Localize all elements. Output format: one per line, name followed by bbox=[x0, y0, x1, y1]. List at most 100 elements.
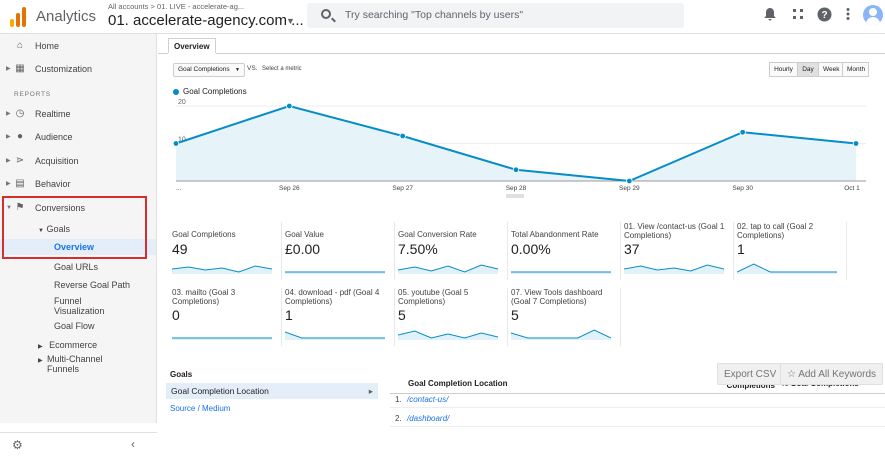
scorecard-label: Total Abandonment Rate bbox=[511, 230, 599, 239]
sidebar-item-goal-urls[interactable]: Goal URLs bbox=[54, 262, 99, 272]
more-vert-icon[interactable] bbox=[840, 7, 856, 23]
data-point[interactable] bbox=[626, 177, 633, 185]
sidebar-item-behavior[interactable]: ▶ ▤ Behavior bbox=[0, 174, 157, 194]
scorecard-tile[interactable]: 05. youtube (Goal 5 Completions) 5 bbox=[398, 288, 508, 346]
data-point[interactable] bbox=[739, 129, 746, 136]
add-keywords-button[interactable]: ☆ Add All Keywords bbox=[780, 363, 884, 385]
granularity-day-button[interactable]: Day bbox=[797, 62, 819, 77]
collapse-sidebar-icon[interactable]: ‹ bbox=[131, 437, 135, 451]
sidebar-item-ecommerce[interactable]: ▶ Ecommerce bbox=[38, 340, 98, 350]
sparkline bbox=[511, 271, 611, 274]
sidebar-item-customization[interactable]: ▶ ▦ Customization bbox=[0, 59, 157, 79]
dashboard-icon: ▦ bbox=[15, 63, 25, 74]
sidebar-item-acquisition[interactable]: ▶ ⋗ Acquisition bbox=[0, 151, 157, 171]
table-row: 1. /contact-us/ bbox=[390, 392, 885, 408]
granularity-month-button[interactable]: Month bbox=[842, 62, 869, 77]
chart-area bbox=[176, 106, 856, 181]
scorecard-tile[interactable]: Total Abandonment Rate 0.00% bbox=[511, 222, 621, 280]
scorecard-label: Goal Value bbox=[285, 230, 324, 239]
search-placeholder: Try searching "Top channels by users" bbox=[345, 9, 524, 21]
line-chart: 20 10... Sep 26 Sep 27 Sep 28 Sep 29 Sep 30 Oct… bbox=[172, 99, 866, 198]
scorecard-value: 0 bbox=[172, 307, 180, 323]
metric-dropdown-value: Goal Completions bbox=[178, 66, 230, 73]
scorecard-value: 49 bbox=[172, 241, 188, 257]
chart-resize-handle[interactable] bbox=[506, 194, 524, 198]
reports-section-label: REPORTS bbox=[14, 91, 51, 98]
scorecard-tile[interactable]: Goal Conversion Rate 7.50% bbox=[398, 222, 508, 280]
sparkline bbox=[285, 271, 385, 274]
data-point[interactable] bbox=[286, 102, 293, 110]
chevron-right-icon: ▶ bbox=[6, 134, 11, 140]
granularity-hourly-button[interactable]: Hourly bbox=[769, 62, 798, 77]
select-metric-link[interactable]: Select a metric bbox=[262, 66, 302, 72]
scorecard-label: 07. View Tools dashboard (Goal 7 Complet… bbox=[511, 288, 603, 306]
sidebar-item-home[interactable]: ⌂ Home bbox=[0, 36, 157, 56]
property-selector[interactable]: 01. accelerate-agency.com ... bbox=[108, 12, 304, 29]
bell-icon[interactable] bbox=[762, 7, 778, 23]
sidebar-item-goals[interactable]: ▼ Goals bbox=[38, 224, 70, 234]
x-tick-label: Sep 28 bbox=[506, 185, 527, 192]
chevron-right-icon: ▶ bbox=[38, 344, 43, 350]
export-csv-button[interactable]: Export CSV bbox=[717, 363, 784, 385]
source-medium-link[interactable]: Source / Medium bbox=[170, 404, 231, 413]
sidebar-footer: ⚙ ‹ bbox=[0, 432, 157, 457]
tab-overview[interactable]: Overview bbox=[168, 38, 216, 54]
metric-dropdown[interactable]: Goal Completions ▼ bbox=[173, 63, 245, 77]
sparkline bbox=[737, 263, 837, 274]
sidebar-item-realtime[interactable]: ▶ ◷ Realtime bbox=[0, 104, 157, 124]
data-point[interactable] bbox=[399, 132, 406, 140]
help-icon[interactable]: ? bbox=[816, 7, 832, 23]
scorecard-tile[interactable]: Goal Value £0.00 bbox=[285, 222, 395, 280]
avatar[interactable] bbox=[863, 5, 883, 25]
goal-location-link[interactable]: /contact-us/ bbox=[407, 395, 449, 404]
sidebar-item-goal-flow[interactable]: Goal Flow bbox=[54, 321, 95, 331]
sparkline bbox=[624, 264, 724, 274]
data-point[interactable] bbox=[172, 140, 180, 147]
scorecard-tile[interactable]: 03. mailto (Goal 3 Completions) 0 bbox=[172, 288, 282, 346]
sidebar-item-reverse-goal-path[interactable]: Reverse Goal Path bbox=[54, 280, 131, 290]
analytics-logo[interactable] bbox=[10, 7, 26, 27]
scorecard-label: 01. View /contact-us (Goal 1 Completions… bbox=[624, 222, 725, 240]
scorecard-tile[interactable]: 01. View /contact-us (Goal 1 Completions… bbox=[624, 222, 734, 280]
row-number: 1. bbox=[395, 395, 402, 404]
x-tick-label: Sep 30 bbox=[732, 185, 753, 192]
behavior-icon: ▤ bbox=[15, 178, 25, 189]
chevron-right-icon: ▸ bbox=[368, 386, 373, 396]
granularity-week-button[interactable]: Week bbox=[818, 62, 843, 77]
scorecard-tile[interactable]: 02. tap to call (Goal 2 Completions) 1 bbox=[737, 222, 847, 280]
scorecard-tile[interactable]: Goal Completions 49 bbox=[172, 222, 282, 280]
search-box[interactable]: Try searching "Top channels by users" bbox=[307, 3, 684, 28]
data-point[interactable] bbox=[852, 140, 860, 147]
scorecard-label: Goal Completions bbox=[172, 230, 236, 239]
scorecard-value: £0.00 bbox=[285, 241, 321, 257]
goal-completion-location-option[interactable]: Goal Completion Location ▸ bbox=[166, 383, 378, 399]
sidebar: ⌂ Home ▶ ▦ Customization REPORTS ▶ ◷ Rea… bbox=[0, 34, 157, 452]
scorecard-label: Goal Conversion Rate bbox=[398, 230, 477, 239]
sidebar-item-funnel-visualization[interactable]: Funnel Visualization bbox=[54, 296, 105, 316]
apps-grid-icon[interactable] bbox=[790, 7, 806, 23]
sidebar-item-multi-channel[interactable]: ▶ Multi-Channel Funnels bbox=[38, 354, 103, 374]
sidebar-item-audience[interactable]: ▶ ● Audience bbox=[0, 127, 157, 147]
col-location-header: Goal Completion Location bbox=[408, 379, 508, 388]
table-row: 2. /dashboard/ bbox=[390, 411, 885, 427]
gear-icon[interactable]: ⚙ bbox=[12, 438, 23, 452]
chevron-right-icon: ▶ bbox=[6, 158, 11, 164]
chevron-down-icon: ▼ bbox=[6, 205, 12, 211]
caret-down-icon[interactable]: ▼ bbox=[286, 16, 295, 26]
sidebar-item-overview[interactable]: Overview bbox=[54, 242, 95, 252]
sidebar-item-conversions[interactable]: ▼ ⚑ Conversions bbox=[0, 198, 157, 218]
sparkline bbox=[398, 264, 498, 274]
goal-location-link[interactable]: /dashboard/ bbox=[407, 414, 450, 423]
caret-down-icon: ▼ bbox=[235, 67, 240, 73]
scorecard-tile[interactable]: 04. download - pdf (Goal 4 Completions) 1 bbox=[285, 288, 395, 346]
top-header: Analytics All accounts > 01. LIVE - acce… bbox=[0, 0, 885, 34]
star-icon: ☆ bbox=[787, 369, 796, 380]
data-point[interactable] bbox=[512, 166, 520, 173]
account-breadcrumb[interactable]: All accounts > 01. LIVE - accelerate-ag.… bbox=[108, 2, 245, 11]
scorecard-tile[interactable]: 07. View Tools dashboard (Goal 7 Complet… bbox=[511, 288, 621, 346]
x-tick-label: Sep 29 bbox=[619, 185, 640, 192]
main-content: Overview Goal Completions ▼ VS. Select a… bbox=[158, 34, 885, 427]
acquisition-icon: ⋗ bbox=[15, 155, 25, 166]
svg-text:?: ? bbox=[821, 10, 827, 21]
row-number: 2. bbox=[395, 414, 402, 423]
